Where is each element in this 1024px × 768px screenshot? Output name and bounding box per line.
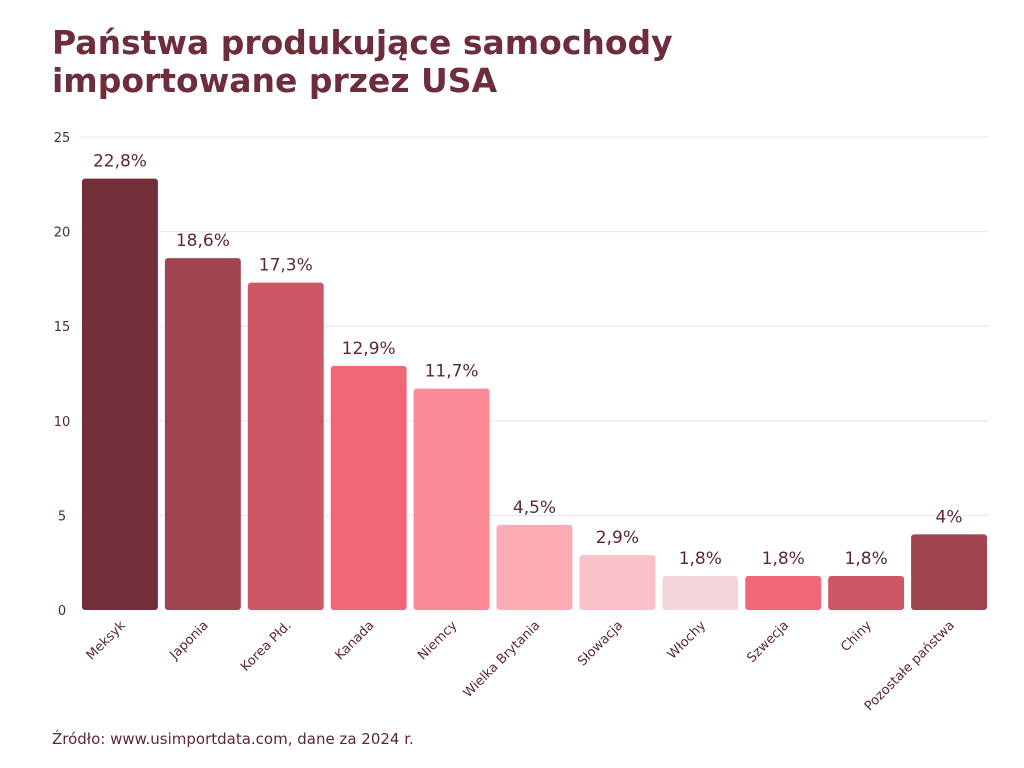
bars (82, 178, 987, 610)
x-tick-label: Japonia (167, 618, 212, 663)
x-tick-label: Kanada (332, 618, 377, 663)
x-tick-label: Meksyk (84, 618, 129, 663)
data-label: 1,8% (762, 549, 805, 569)
y-tick-label: 10 (54, 415, 71, 430)
data-label: 4% (936, 507, 963, 527)
data-label: 1,8% (679, 549, 722, 569)
y-tick-label: 20 (54, 226, 71, 241)
bar (579, 555, 656, 610)
data-label: 2,9% (596, 528, 639, 548)
bar (828, 575, 905, 610)
source-note: Źródło: www.usimportdata.com, dane za 20… (52, 730, 414, 748)
title-line-1: Państwa produkujące samochody (52, 23, 673, 62)
title-line-2: importowane przez USA (52, 61, 498, 100)
data-label: 17,3% (259, 256, 313, 276)
x-tick-label: Niemcy (415, 618, 460, 663)
y-tick-label: 5 (58, 509, 66, 524)
data-label: 1,8% (845, 549, 888, 569)
y-tick-label: 25 (54, 131, 71, 146)
bar (745, 575, 822, 610)
x-tick-label: Korea Płd. (238, 618, 295, 675)
bar (330, 365, 407, 610)
x-tick-label: Szwecja (744, 618, 792, 666)
bar (164, 258, 241, 610)
data-label: 4,5% (513, 498, 556, 518)
bar (413, 388, 490, 610)
x-tick-label: Włochy (665, 618, 709, 662)
bar (82, 178, 158, 610)
bar (247, 282, 324, 610)
x-tick-label: Wielka Brytania (461, 618, 544, 701)
x-tick-label: Słowacja (575, 618, 626, 669)
data-labels: 22,8% 18,6% 17,3% 12,9% 11,7% 4,5% 2,9% 1,8% 1,8… (93, 152, 963, 569)
data-label: 12,9% (342, 339, 396, 359)
chart-title: Państwa produkujące samochody importowan… (52, 24, 752, 100)
bar (911, 534, 987, 610)
y-tick-label: 15 (54, 320, 71, 335)
data-label: 18,6% (176, 231, 230, 251)
data-label: 22,8% (93, 152, 147, 172)
x-axis-labels: Meksyk Japonia Korea Płd. Kanada Niemcy Wielk… (84, 618, 958, 714)
bar (496, 524, 573, 610)
bar (662, 575, 739, 610)
x-tick-label: Chiny (838, 618, 875, 655)
x-tick-label: Pozostałe państwa (862, 618, 958, 714)
y-axis-ticks: 0 5 10 15 20 25 (54, 131, 71, 619)
data-label: 11,7% (425, 362, 479, 382)
y-tick-label: 0 (58, 604, 66, 619)
